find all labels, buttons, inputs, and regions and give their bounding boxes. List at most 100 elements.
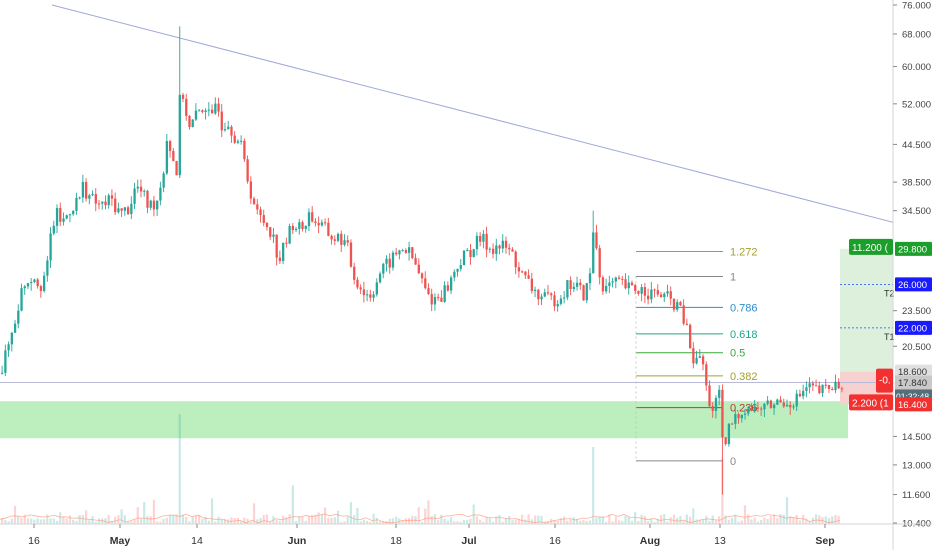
- volume-bar: [185, 516, 188, 524]
- volume-bar: [252, 503, 256, 524]
- candle-body: [437, 297, 440, 299]
- candle-body: [7, 344, 10, 351]
- candle-body: [42, 275, 46, 292]
- candle-body: [779, 399, 782, 403]
- volume-bar: [743, 505, 747, 524]
- volume-bar: [330, 517, 333, 524]
- candle-body: [59, 208, 62, 222]
- candle-body: [362, 289, 366, 296]
- volume-bar: [382, 520, 385, 524]
- volume-bar: [356, 507, 359, 524]
- candle-body: [524, 271, 527, 276]
- candle-body: [311, 212, 314, 222]
- volume-bar: [240, 521, 243, 524]
- volume-bar: [407, 518, 411, 524]
- volume-bar: [688, 516, 692, 524]
- volume-bar: [198, 514, 201, 524]
- candle-body: [233, 135, 236, 143]
- candle-body: [472, 249, 475, 258]
- candle-body: [588, 273, 592, 284]
- candle-body: [252, 198, 256, 205]
- candle-body: [301, 222, 304, 229]
- volume-bar: [365, 520, 369, 524]
- time-tick-label: 16: [549, 535, 561, 547]
- volume-bar: [246, 518, 249, 524]
- t2-price-badge-label: 26.000: [898, 280, 927, 291]
- volume-bar: [17, 516, 20, 524]
- candle-body: [533, 289, 537, 291]
- candle-body: [614, 277, 617, 282]
- candle-body: [395, 252, 398, 255]
- volume-bar: [259, 518, 262, 524]
- candle-body: [734, 414, 737, 424]
- candle-body: [663, 293, 666, 298]
- candle-body: [340, 233, 343, 245]
- volume-bar: [647, 521, 650, 524]
- candle-body: [398, 250, 401, 255]
- candle-body: [730, 423, 734, 425]
- volume-bar: [708, 520, 711, 524]
- volume-bar: [705, 515, 708, 524]
- candle-body: [669, 291, 672, 299]
- volume-bar: [59, 512, 62, 524]
- volume-bar: [656, 519, 659, 524]
- volume-bar: [763, 517, 766, 524]
- candle-body: [30, 282, 33, 284]
- volume-bar: [162, 518, 165, 524]
- volume-bar: [685, 514, 688, 524]
- volume-bar: [459, 521, 462, 524]
- stop-price-badge-label: 16.400: [898, 400, 927, 411]
- candle-body: [282, 242, 285, 261]
- candle-body: [333, 239, 336, 241]
- candle-body: [688, 324, 692, 349]
- volume-bar: [569, 519, 572, 524]
- candle-body: [114, 198, 117, 213]
- candle-body: [133, 188, 136, 204]
- candle-body: [223, 129, 227, 131]
- candle-body: [608, 282, 611, 287]
- target-amount-box: [849, 238, 893, 255]
- candle-body: [91, 194, 94, 196]
- volume-bar: [107, 514, 110, 524]
- candle-body: [272, 234, 275, 237]
- volume-bar: [104, 518, 107, 524]
- volume-bar: [291, 485, 294, 524]
- volume-bar: [146, 516, 149, 524]
- volume-bar: [165, 517, 168, 524]
- candle-body: [543, 292, 546, 297]
- volume-bar: [372, 513, 375, 524]
- candle-body: [685, 323, 689, 325]
- candle-body: [769, 400, 773, 409]
- candle-body: [647, 295, 650, 300]
- volume-bar: [30, 518, 33, 524]
- candle-body: [246, 159, 249, 182]
- candle-body: [443, 285, 446, 302]
- volume-bar: [617, 520, 621, 524]
- volume-bar: [524, 519, 527, 524]
- stop-amount-box: [849, 394, 893, 411]
- countdown-badge-label: 01:32:48: [896, 391, 929, 401]
- volume-bar: [362, 519, 365, 524]
- volume-bar: [4, 520, 7, 524]
- price-tick-label: 38.500: [902, 178, 931, 189]
- volume-bar: [401, 519, 404, 524]
- candle-body: [401, 250, 404, 252]
- candle-body: [1, 372, 4, 374]
- volume-bar: [540, 516, 543, 524]
- candle-body: [240, 140, 243, 142]
- volume-bar: [343, 521, 346, 524]
- entry-price-badge: [895, 364, 932, 379]
- volume-bar: [514, 519, 517, 524]
- volume-bar: [65, 518, 68, 524]
- volume-bar: [672, 514, 676, 524]
- volume-bar: [802, 514, 805, 524]
- volume-bar: [485, 517, 488, 524]
- candle-body: [517, 267, 521, 272]
- candle-body: [827, 384, 831, 389]
- volume-bar: [627, 516, 630, 524]
- candle-body: [359, 287, 362, 290]
- candle-body: [814, 385, 818, 387]
- candle-body: [479, 235, 482, 242]
